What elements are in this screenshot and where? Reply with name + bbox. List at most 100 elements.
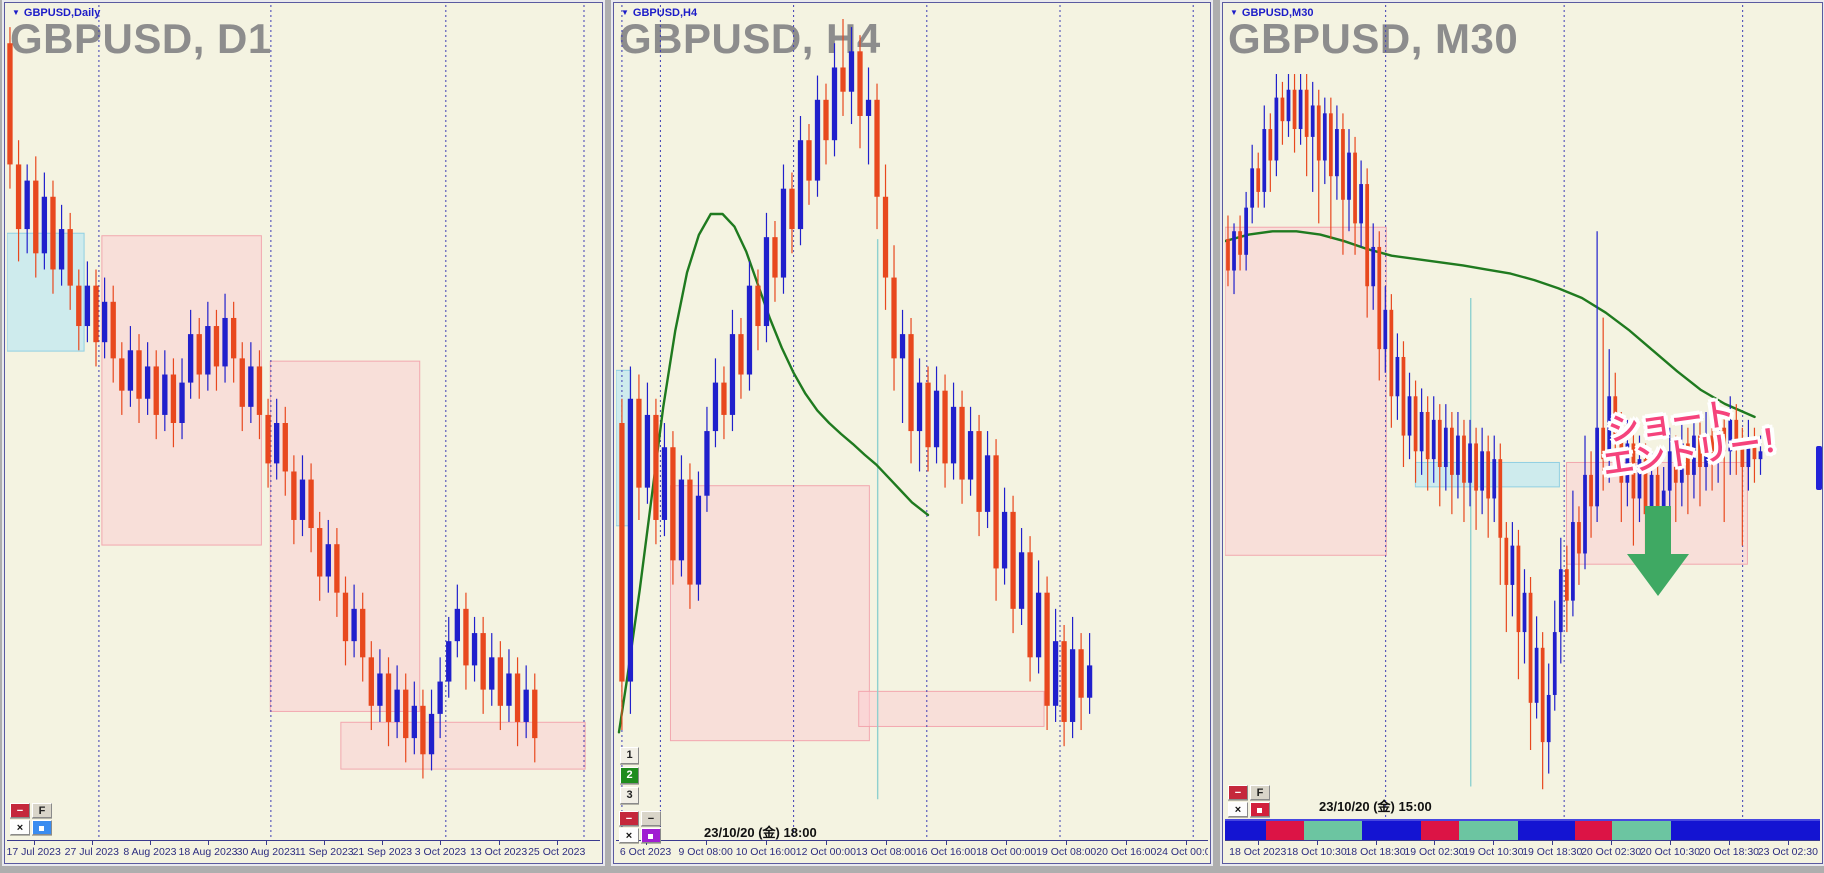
candle-body [153, 366, 159, 415]
symbol-watermark: GBPUSD, D1 [10, 15, 272, 62]
dot-icon [1257, 808, 1262, 813]
chart-canvas[interactable] [1225, 5, 1820, 819]
candle-body [377, 673, 383, 706]
candle-body [1558, 569, 1563, 633]
axis-tick [382, 841, 384, 845]
signal-stripe-segment [1458, 821, 1518, 841]
zone-pink [1225, 226, 1387, 556]
axis-tick [825, 841, 827, 845]
candle-body [385, 673, 392, 722]
close-button[interactable]: × [1228, 802, 1248, 817]
candle-body [1758, 451, 1763, 460]
chart-tab-label: GBPUSD,Daily [23, 7, 101, 19]
indicator-dot-button[interactable] [32, 820, 52, 835]
minimize-button[interactable]: − [619, 811, 639, 826]
candle-body [1232, 231, 1236, 271]
candle-body [1546, 694, 1551, 743]
price-chart[interactable] [7, 5, 600, 841]
candle-body [1322, 113, 1327, 161]
chart-tab-d1[interactable]: ▼ GBPUSD,Daily [12, 7, 100, 19]
candle-body [806, 140, 812, 181]
f-indicator-button[interactable]: F [32, 803, 52, 818]
chart-tab-m30[interactable]: ▼ GBPUSD,M30 [1230, 7, 1313, 19]
axis-tick [91, 841, 93, 845]
candle-body [196, 334, 202, 375]
preset-button-1[interactable]: 1 [620, 747, 639, 764]
indicator-dot-button[interactable] [1250, 802, 1270, 817]
minimize-button[interactable]: − [1228, 785, 1248, 800]
symbol-watermark: GBPUSD, H4 [619, 15, 881, 62]
candle-body [1226, 239, 1230, 271]
candle-body [1637, 459, 1642, 499]
chart-controls: − F × [10, 801, 52, 835]
signal-stripe-segment [1421, 821, 1459, 841]
candle-body [506, 673, 512, 706]
chart-canvas[interactable] [616, 5, 1208, 841]
close-button[interactable]: × [10, 820, 30, 835]
candle-body [394, 689, 400, 722]
candle-body [1510, 545, 1515, 585]
candle-body [1086, 665, 1093, 698]
symbol-watermark: GBPUSD, M30 [1228, 15, 1519, 62]
axis-label: 20 Oct 18:30 [1698, 846, 1760, 858]
candle-body [1692, 435, 1696, 475]
candle-body [1256, 168, 1261, 192]
price-chart[interactable] [1225, 5, 1820, 819]
candle-body [1304, 89, 1309, 137]
candle-body [33, 180, 39, 254]
candle-body [1425, 412, 1430, 460]
price-chart[interactable] [616, 5, 1208, 841]
signal-stripe-segment [1266, 821, 1304, 841]
candle-body [1516, 545, 1521, 633]
minimize-secondary-button[interactable]: − [641, 811, 661, 826]
minimize-button[interactable]: − [10, 803, 30, 818]
candle-body [1673, 451, 1678, 483]
candle-body [814, 99, 821, 181]
axis-label: 19 Oct 02:30 [1404, 846, 1465, 858]
signal-stripe-segment [1225, 821, 1267, 841]
candle-body [1667, 451, 1672, 491]
time-axis[interactable]: 6 Oct 2023 9 Oct 08:00 10 Oct 16:00 12 Oct … [616, 840, 1208, 861]
candle-body [1027, 552, 1033, 658]
candle-body [729, 334, 736, 415]
candle-body [763, 237, 770, 327]
preset-button-2[interactable]: 2 [620, 767, 639, 784]
axis-tick [1670, 841, 1672, 845]
time-axis[interactable]: 18 Oct 2023 18 Oct 10:30 18 Oct 18:30 19 Oc… [1225, 840, 1820, 861]
axis-tick [266, 841, 268, 845]
candle-body [360, 608, 366, 658]
candle-body [274, 423, 280, 464]
candle-body [695, 495, 702, 585]
candle-body [514, 673, 521, 722]
time-axis[interactable]: 17 Jul 2023 27 Jul 2023 8 Aug 2023 18 Aug 2… [7, 840, 600, 861]
axis-label: 6 Oct 2023 [619, 846, 672, 858]
chart-canvas[interactable] [7, 5, 600, 841]
candle-body [1450, 427, 1454, 475]
axis-tick [1552, 841, 1554, 845]
indicator-dot-button[interactable] [641, 828, 661, 843]
axis-tick [324, 841, 326, 845]
chart-tab-h4[interactable]: ▼ GBPUSD,H4 [621, 7, 697, 19]
chart-controls: − F × [1228, 783, 1270, 817]
candle-body [1577, 522, 1581, 554]
close-button[interactable]: × [619, 828, 639, 843]
candle-body [1395, 356, 1400, 397]
candle-body [368, 657, 374, 706]
axis-tick [1787, 841, 1789, 845]
zone-pink [340, 721, 586, 770]
axis-tick [946, 841, 948, 845]
moving-average-line [1225, 230, 1756, 419]
candle-body [248, 366, 254, 407]
f-indicator-button[interactable]: F [1250, 785, 1270, 800]
axis-tick [705, 841, 707, 845]
axis-tick [208, 841, 210, 845]
candle-body [1377, 246, 1382, 350]
candle-body [342, 592, 349, 642]
candle-body [899, 334, 906, 359]
axis-label: 18 Oct 00:00 [976, 846, 1037, 858]
axis-label: 10 Oct 16:00 [735, 846, 796, 858]
candle-body [239, 358, 245, 407]
candle-body [1292, 89, 1297, 130]
candle-body [1504, 537, 1509, 585]
preset-button-3[interactable]: 3 [620, 787, 639, 804]
